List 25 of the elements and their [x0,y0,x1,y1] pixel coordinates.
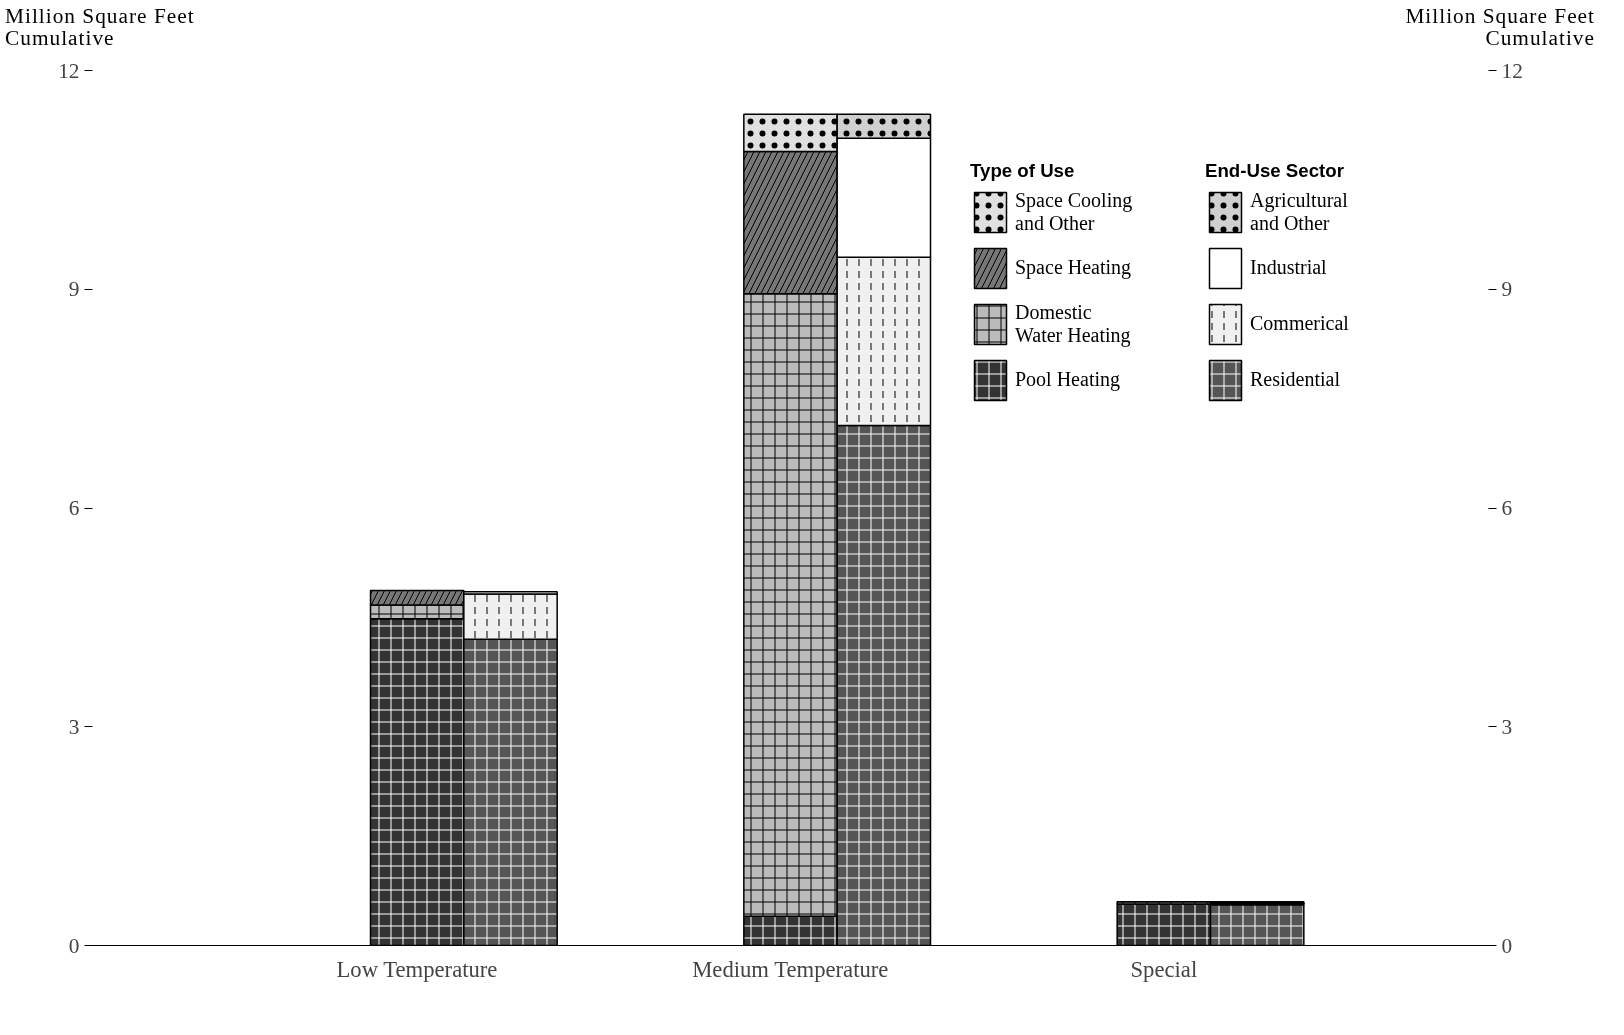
x-tick-label: Medium Temperature [692,956,889,982]
legend-label: Domestic Water Heating [1015,300,1131,347]
legend-label: Space Heating [1015,256,1132,280]
legend-label: Residential [1250,368,1340,392]
legend-label: Commerical [1250,312,1349,336]
y2-tick-label: 0 [1501,933,1513,958]
x-tick-label: Low Temperature [336,956,498,982]
y-tick-label: 3 [68,714,80,739]
y-axis-title: Million Square Feet Cumulative [5,4,195,51]
y2-axis-title: Million Square Feet Cumulative [1405,4,1595,51]
y-tick-label: 0 [68,933,80,958]
y-tick-label: 9 [68,277,80,302]
legend-label: Space Cooling and Other [1015,188,1133,235]
legend-title: Type of Use [970,159,1076,182]
x-tick-label: Special [1130,956,1198,982]
y2-tick-label: 3 [1501,714,1513,739]
y2-tick-label: 9 [1501,277,1513,302]
legend-label: Industrial [1250,256,1327,280]
y2-tick-label: 6 [1501,495,1513,520]
annotation: End-Use Sector [1205,159,1345,182]
y-tick-label: 6 [68,495,80,520]
y-tick-label: 12 [58,58,80,83]
legend-label: Agricultural and Other [1250,188,1348,235]
y2-tick-label: 12 [1501,58,1523,83]
legend-label: Pool Heating [1015,368,1120,392]
